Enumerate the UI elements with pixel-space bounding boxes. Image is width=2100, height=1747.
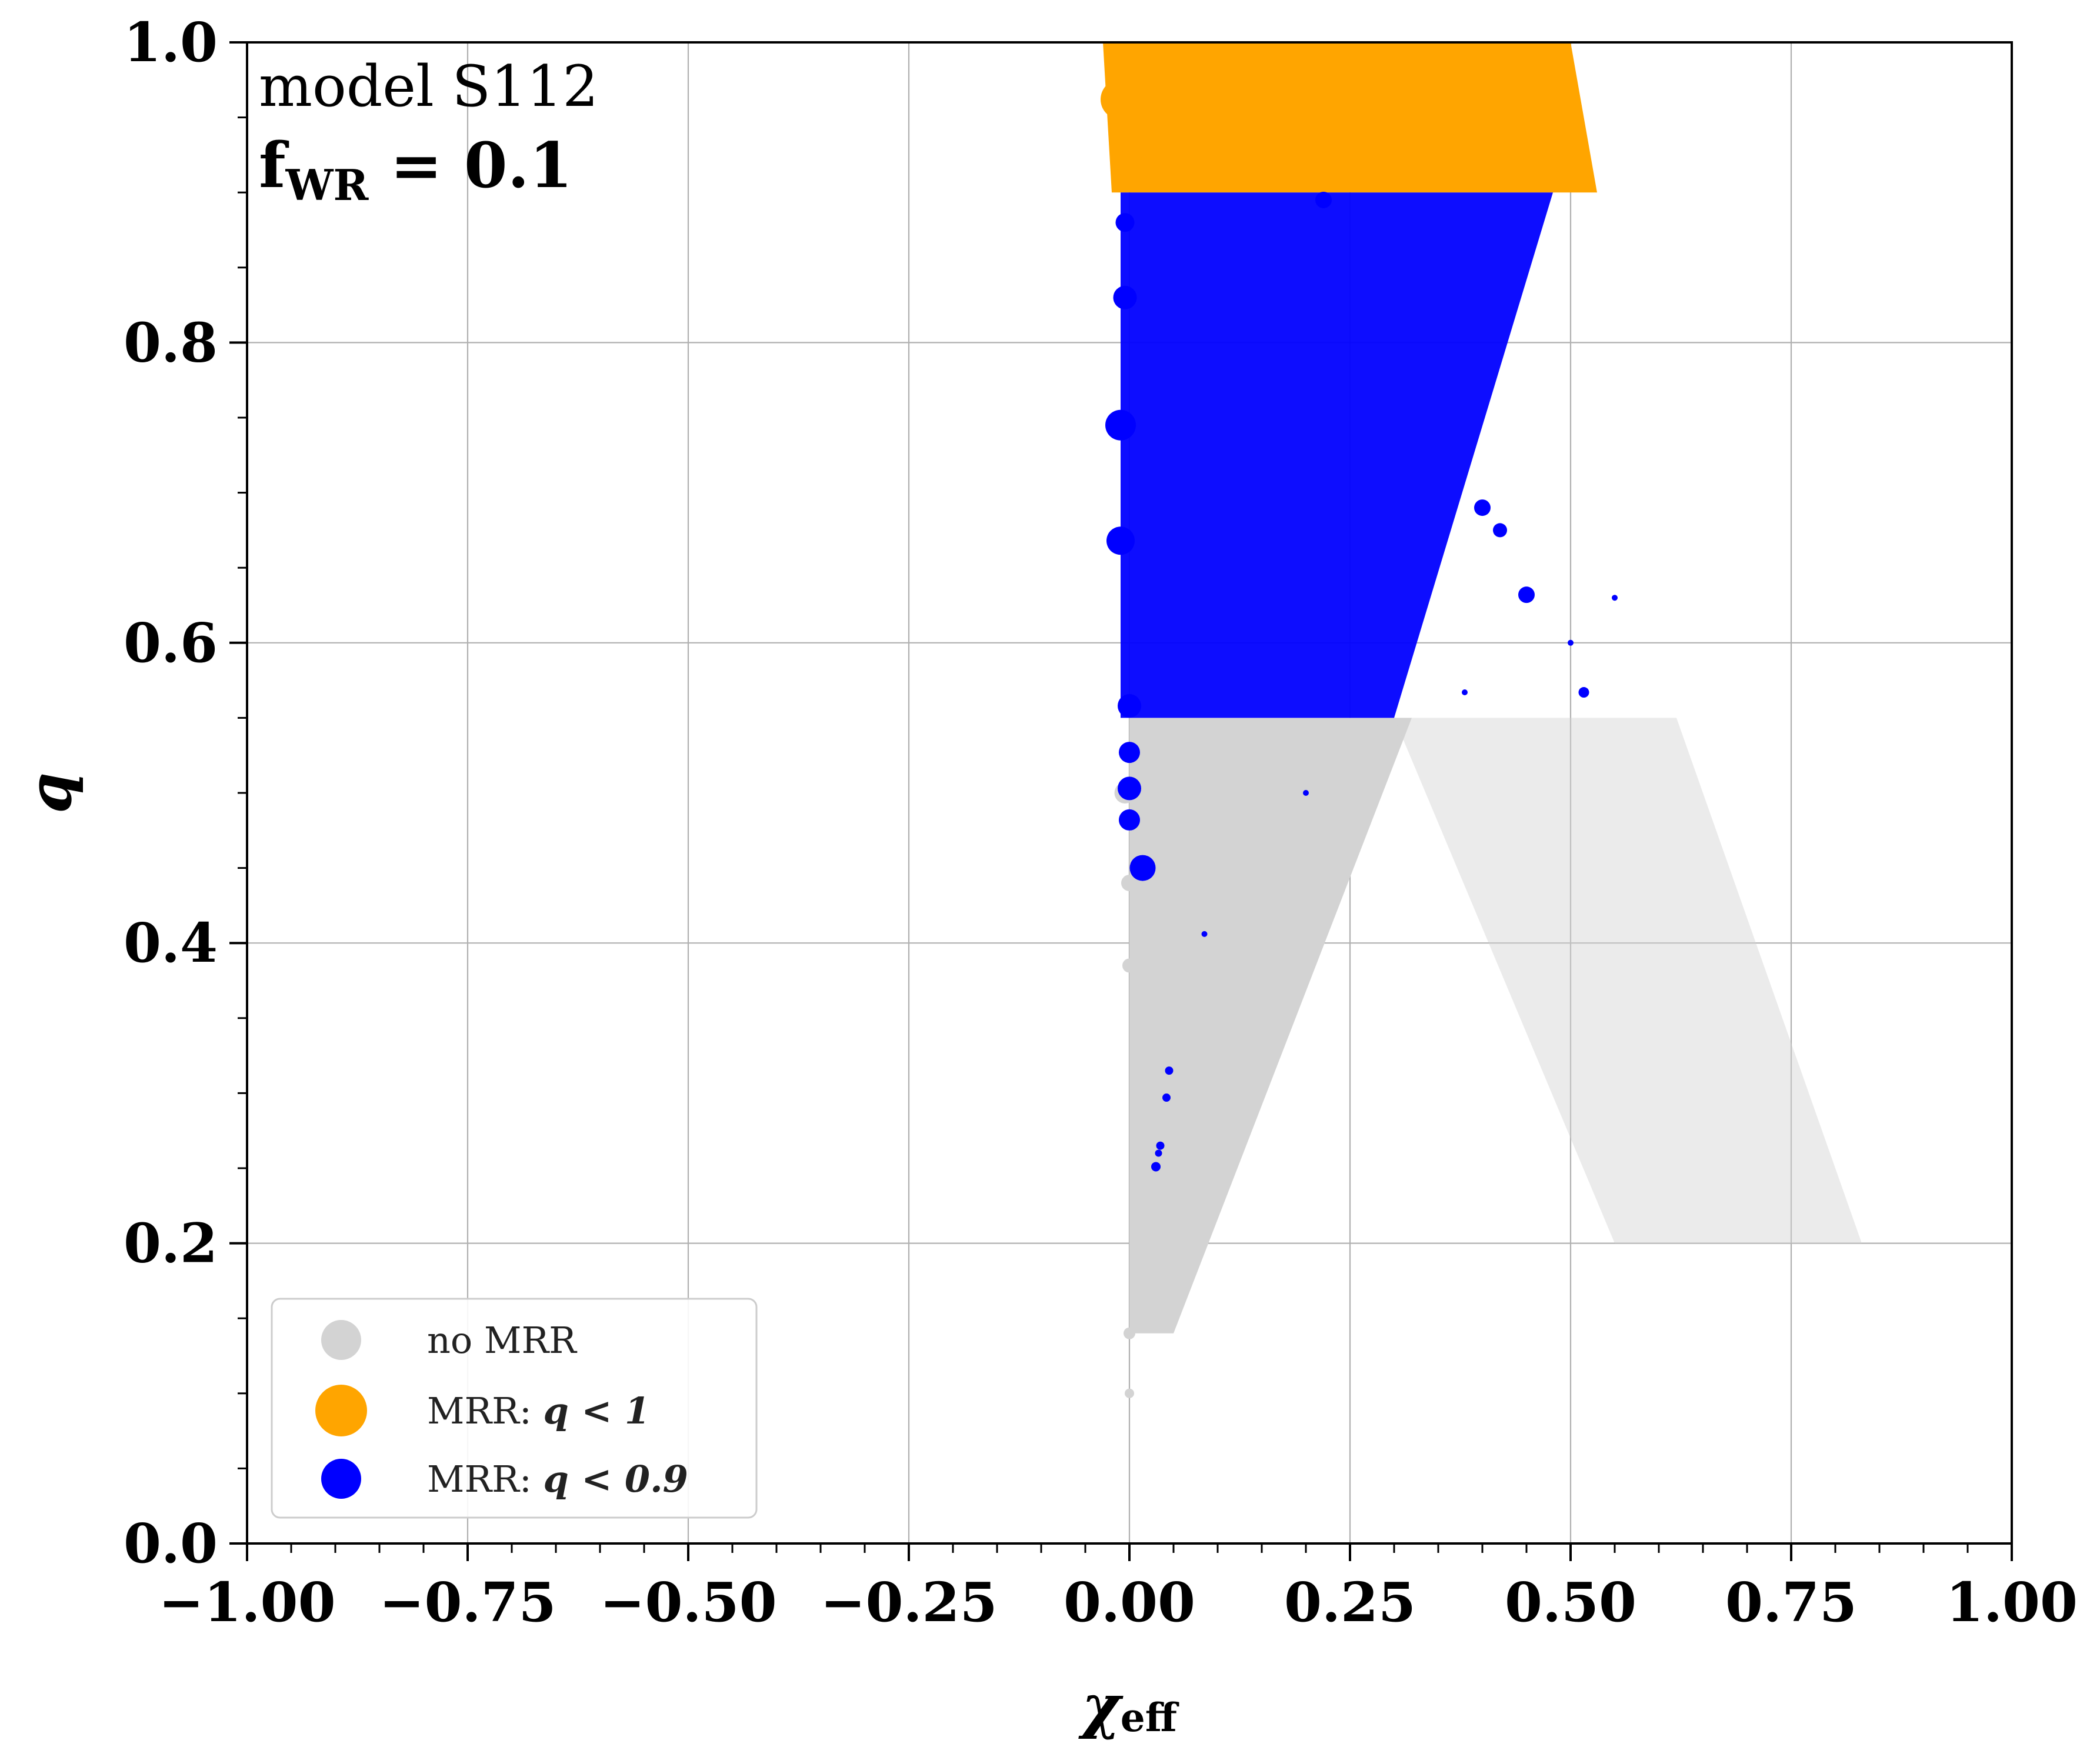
series-region [1394,718,1862,1243]
legend-box [271,1298,758,1519]
y-tick-label: 0.4 [124,911,218,975]
data-point [1121,875,1138,892]
legend-marker-no-mrr [321,1320,361,1360]
data-point [1578,687,1589,698]
data-point [1105,409,1136,441]
legend-label-q-lt-1: MRR: q < 1 [427,1389,650,1432]
legend-label-no-mrr: no MRR [427,1319,578,1362]
data-point [1122,958,1136,973]
legend-marker-q-lt-09 [321,1459,361,1499]
data-regions [1103,42,1862,1333]
data-point [1101,79,1141,119]
fwr-value: = 0.1 [368,128,572,202]
data-point [1315,191,1332,208]
y-tick-label: 0.0 [124,1512,218,1575]
data-point [1118,776,1141,801]
legend-entry-q-lt-09: MRR: q < 0.9 [321,1458,688,1501]
data-point [1125,1388,1134,1398]
axis-ticks [229,41,2013,1561]
legend-label-q-lt-09-math: q < 0.9 [543,1458,688,1501]
x-tick-label: −0.50 [599,1571,776,1634]
data-point [1151,1162,1161,1172]
fwr-sub: WR [285,160,369,210]
x-axis-title-sub: eff [1121,1695,1179,1741]
series-region [1121,192,1553,718]
data-point [1165,1066,1174,1075]
legend-label-q-lt-1-prefix: MRR: [427,1389,543,1432]
x-tick-label: 0.50 [1505,1571,1636,1634]
data-point [1568,639,1574,646]
y-axis-title: q [15,772,85,814]
data-point [1162,1093,1171,1102]
data-point [1156,1141,1165,1150]
legend-label-q-lt-09-prefix: MRR: [427,1458,543,1501]
x-axis-title: χeff [1078,1671,1179,1741]
data-point [1155,1149,1162,1157]
x-tick-label: 0.00 [1064,1571,1195,1634]
series-region [1103,42,1597,193]
legend-label-q-lt-09: MRR: q < 0.9 [427,1458,688,1501]
data-point [1106,526,1135,555]
fwr-f: f [259,128,289,202]
data-point [1303,790,1309,796]
data-point [1115,213,1135,232]
data-point [1518,586,1535,604]
fwr-annotation: fWR = 0.1 [259,128,572,210]
series-region [1129,718,1412,1333]
y-tick-label: 0.8 [124,311,218,374]
x-tick-label: 1.00 [1946,1571,2078,1634]
y-tick-label: 1.0 [124,11,218,74]
data-point [1201,931,1208,937]
data-point [1119,809,1140,831]
data-point [1612,595,1618,601]
x-tick-label: 0.25 [1284,1571,1416,1634]
x-tick-label: −0.25 [820,1571,997,1634]
legend: no MRR MRR: q < 1 MRR: q < 0.9 [271,1298,758,1519]
data-point [1129,855,1156,881]
data-point [1493,523,1507,538]
y-tick-label: 0.2 [124,1212,218,1275]
x-tick-label: −1.00 [158,1571,335,1634]
x-tick-label: 0.75 [1725,1571,1857,1634]
data-point [1116,149,1142,176]
y-tick-label: 0.6 [124,611,218,675]
legend-label-q-lt-1-math: q < 1 [543,1389,650,1432]
data-point [1113,285,1137,309]
model-annotation: model S112 [259,54,598,119]
tick-labels: −1.00 −0.75 −0.50 −0.25 0.00 0.25 0.50 0.75 1.00… [124,11,2078,1634]
data-point [1124,1327,1135,1339]
legend-entry-q-lt-1: MRR: q < 1 [315,1385,650,1436]
legend-label-no-mrr-prefix: no MRR [427,1319,578,1362]
data-points [1101,79,1618,1398]
data-point [1119,742,1140,764]
x-tick-label: −0.75 [379,1571,556,1634]
legend-marker-q-lt-1 [315,1385,367,1436]
x-axis-title-main: χ [1078,1671,1124,1741]
legend-entry-no-mrr: no MRR [321,1319,578,1362]
data-point [1462,689,1468,696]
data-point [1118,694,1141,718]
data-point [1474,499,1491,516]
